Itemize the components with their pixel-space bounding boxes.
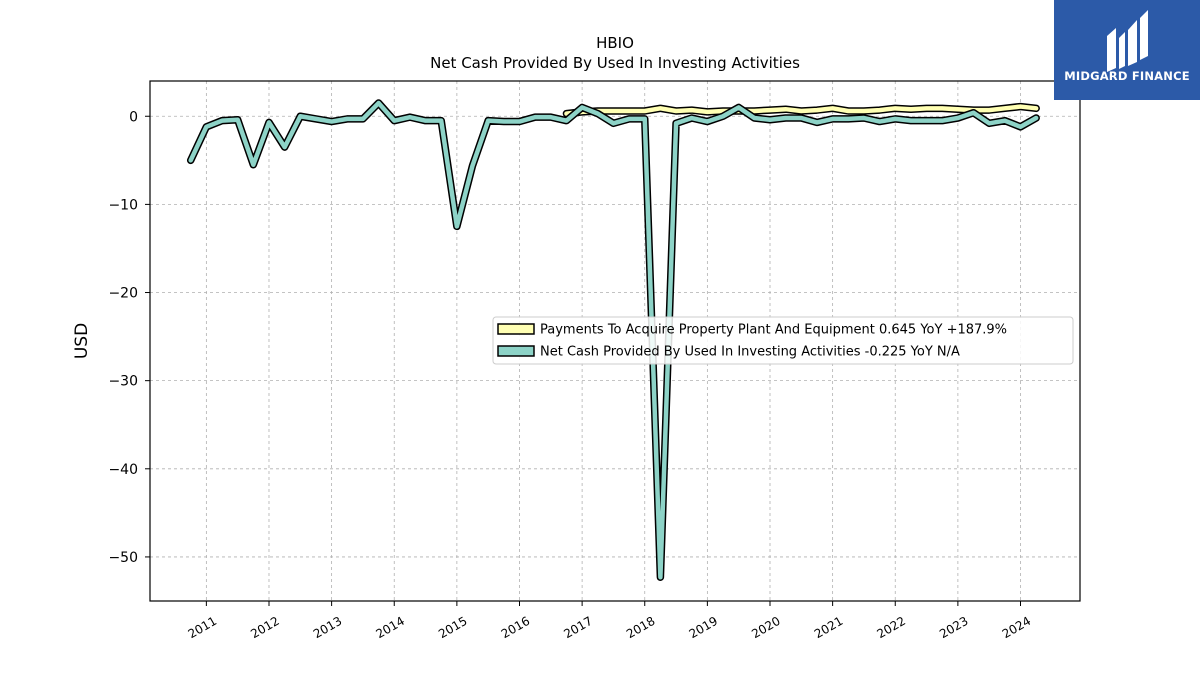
x-tick-label: 2014 — [374, 614, 407, 641]
legend: Payments To Acquire Property Plant And E… — [492, 316, 1074, 365]
y-tick-label: −40 — [108, 462, 138, 478]
series-line-1 — [564, 104, 1039, 116]
x-tick-label: 2017 — [561, 614, 594, 641]
y-tick-label: 0 — [129, 109, 138, 125]
y-tick-label: −20 — [108, 286, 138, 302]
x-tick-label: 2020 — [749, 614, 782, 641]
x-tick-label: 2011 — [186, 614, 219, 641]
x-tick-label: 2018 — [624, 614, 657, 641]
x-tick-label: 2022 — [875, 614, 908, 641]
x-tick-label: 2019 — [687, 614, 720, 641]
brand-logo: MIDGARD FINANCE — [1054, 0, 1200, 100]
y-tick-label: −50 — [108, 550, 138, 566]
y-tick-label: −30 — [108, 374, 138, 390]
x-tick-label: 2012 — [248, 614, 281, 641]
legend-swatch-1 — [497, 323, 535, 335]
x-tick-label: 2023 — [937, 614, 970, 641]
legend-box — [492, 316, 1074, 365]
plot-frame — [149, 80, 1081, 602]
legend-label-1: Payments To Acquire Property Plant And E… — [540, 323, 1007, 338]
chart-title: HBIO — [596, 34, 634, 52]
legend-swatch-2 — [497, 345, 535, 357]
x-tick-label: 2013 — [311, 614, 344, 641]
x-tick-label: 2021 — [812, 614, 845, 641]
brand-name: MIDGARD FINANCE — [1064, 69, 1190, 83]
series-line-2 — [188, 100, 1039, 580]
chart-subtitle: Net Cash Provided By Used In Investing A… — [430, 54, 800, 72]
y-tick-label: −10 — [108, 197, 138, 213]
y-axis-label: USD — [72, 323, 92, 359]
x-tick-label: 2016 — [499, 614, 532, 641]
legend-label-2: Net Cash Provided By Used In Investing A… — [540, 345, 960, 360]
x-tick-label: 2015 — [436, 614, 469, 641]
midgard-logo-icon — [1107, 10, 1148, 72]
x-tick-label: 2024 — [1000, 614, 1033, 641]
